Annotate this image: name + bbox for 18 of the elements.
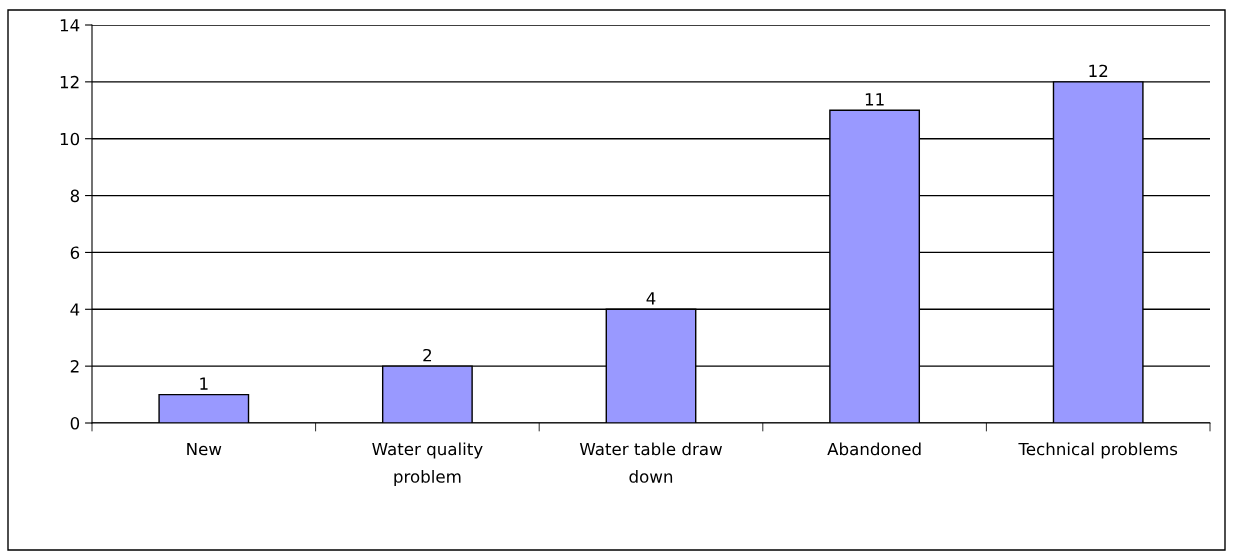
y-tick-label: 4 — [70, 303, 80, 316]
x-tick-label: New — [187, 442, 222, 456]
x-tick-label: Water quality problem — [372, 442, 483, 487]
y-tick-label: 0 — [70, 416, 80, 430]
data-label: 12 — [1089, 64, 1108, 77]
data-label: 11 — [865, 93, 884, 106]
data-label: 4 — [646, 292, 656, 305]
y-tick-label: 8 — [70, 189, 80, 203]
data-label: 2 — [423, 348, 432, 362]
x-tick-label: Technical problems — [1018, 442, 1178, 459]
y-tick-label: 6 — [70, 246, 80, 259]
y-tick-label: 14 — [60, 19, 80, 32]
y-tick-label: 10 — [60, 132, 80, 146]
y-tick-label: 12 — [60, 75, 79, 89]
x-tick-label: Abandoned — [827, 442, 921, 456]
data-label: 1 — [200, 377, 208, 390]
y-tick-label: 2 — [70, 360, 79, 373]
x-tick-label: Water table draw down — [579, 442, 722, 483]
